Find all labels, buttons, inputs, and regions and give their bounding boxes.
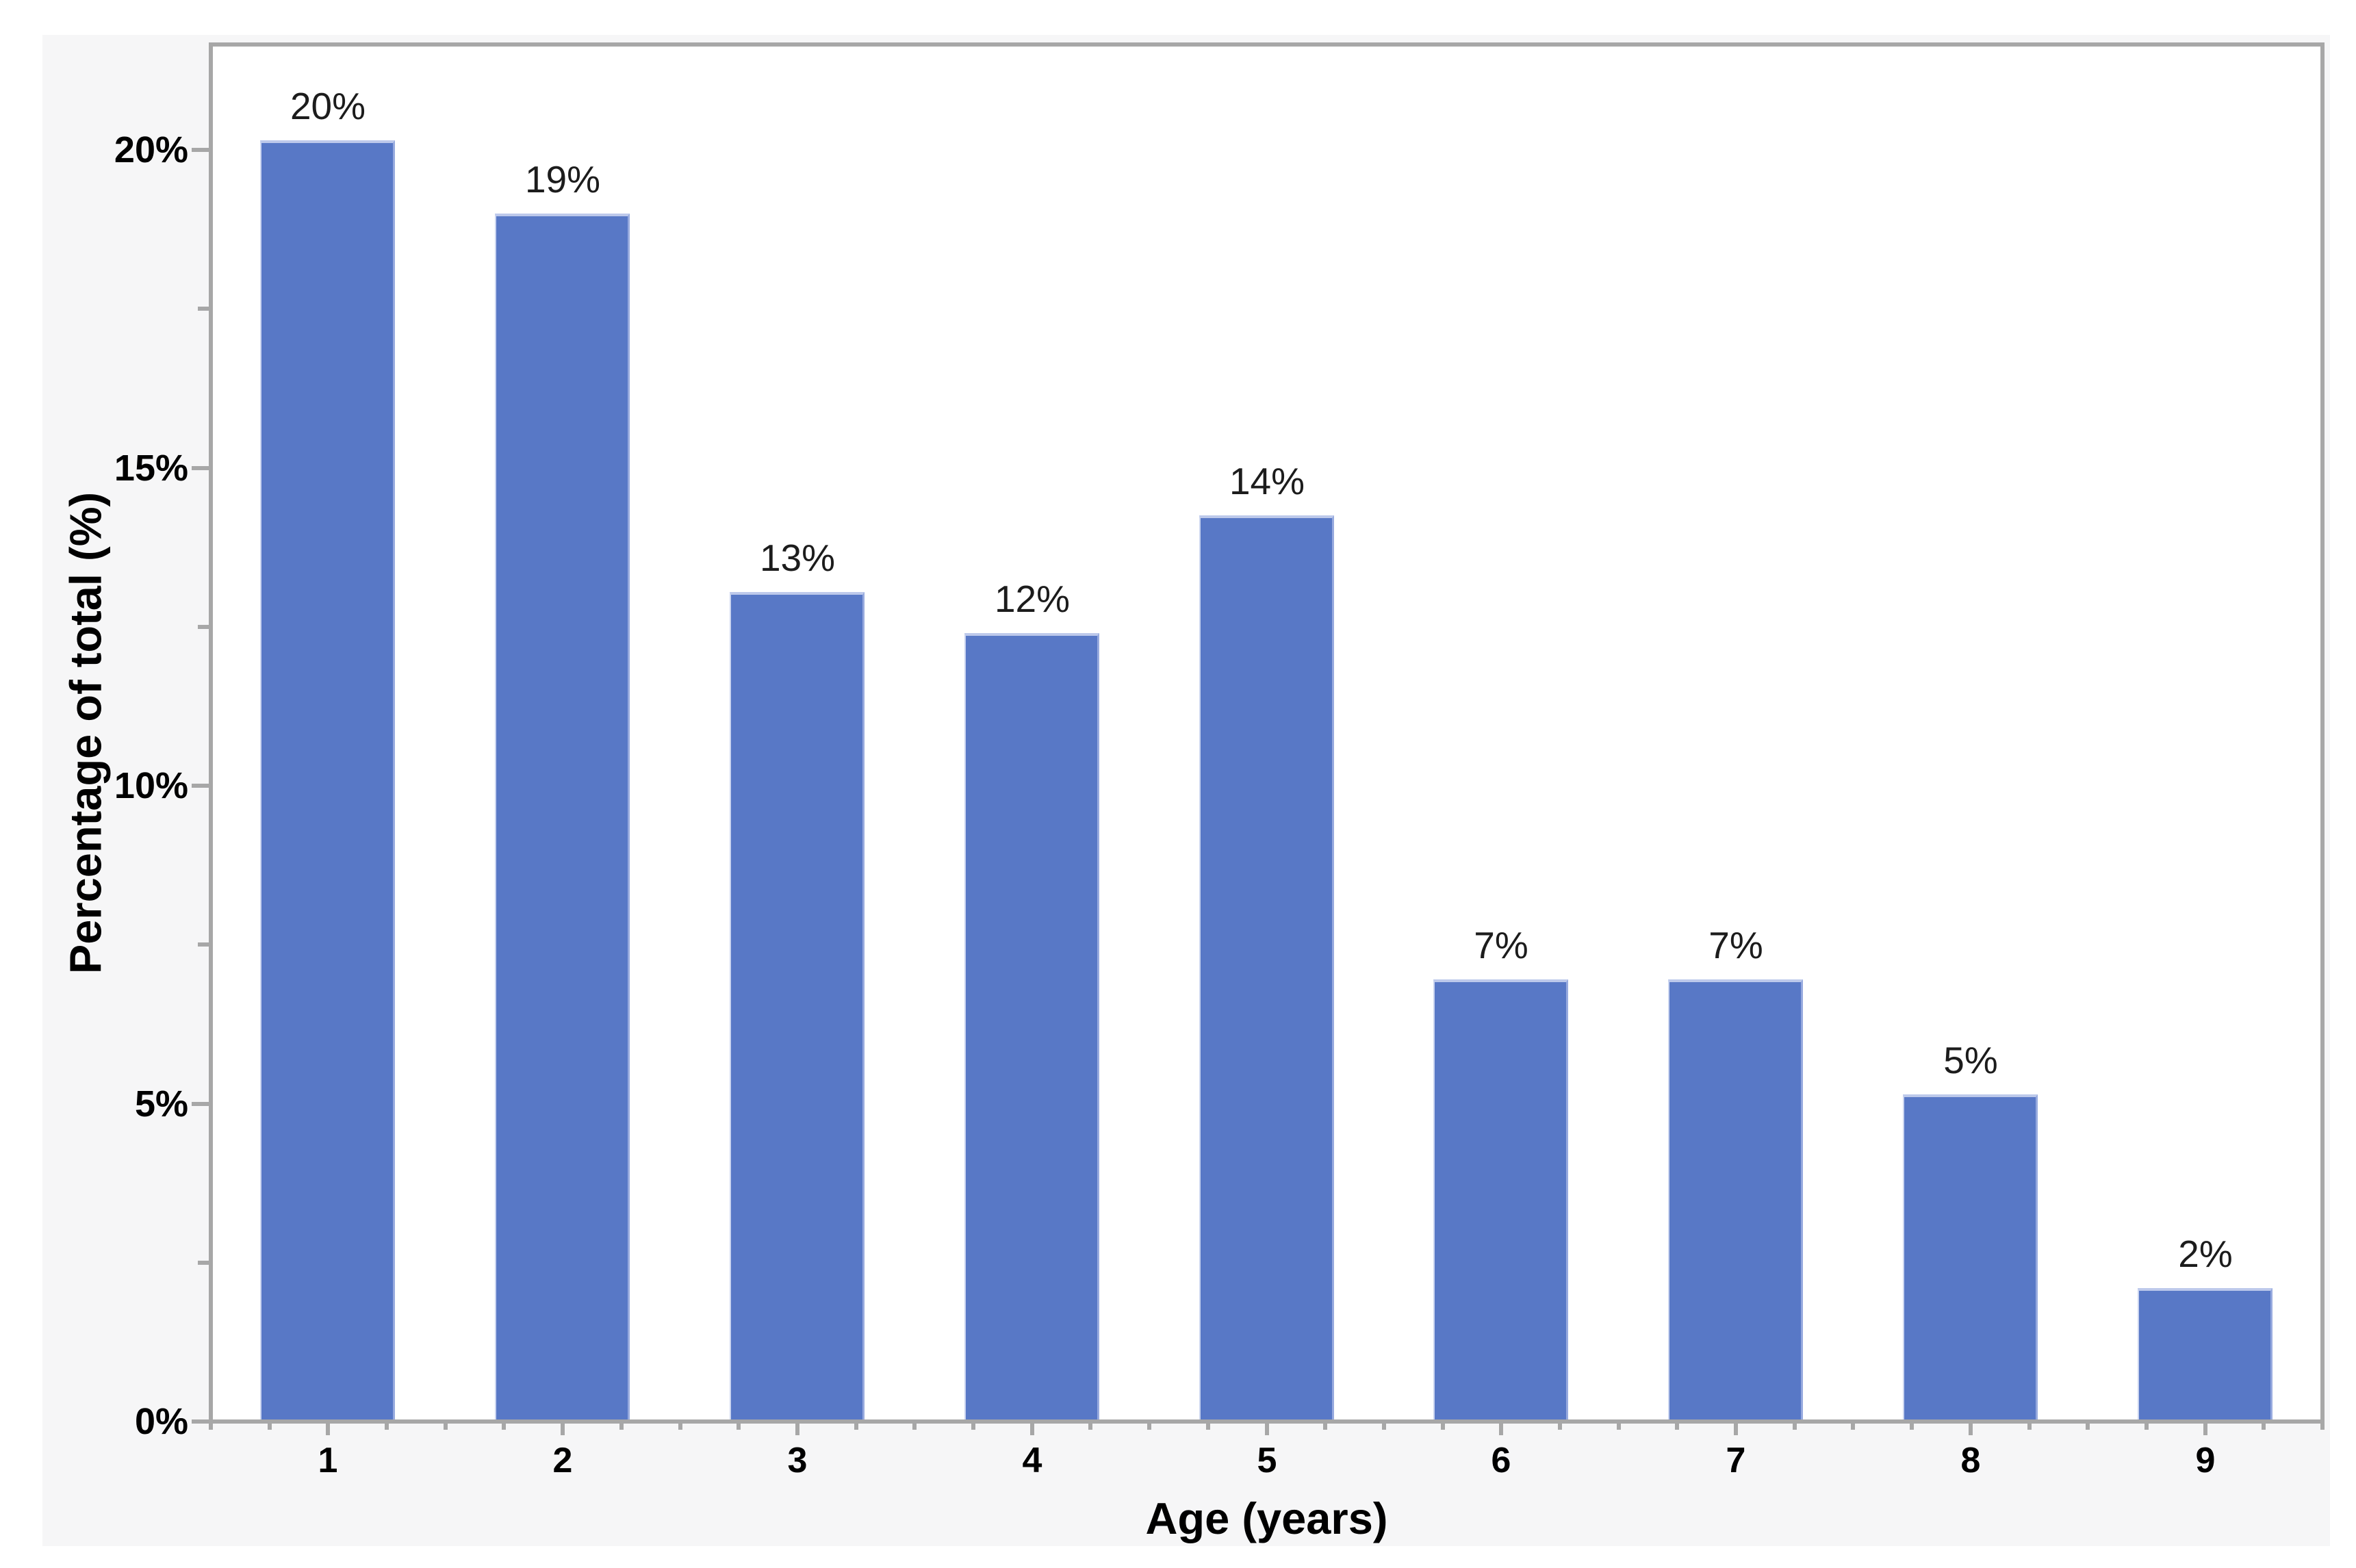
- x-axis-minor-tick: [1147, 1424, 1151, 1430]
- x-axis-minor-tick: [1851, 1424, 1855, 1430]
- x-axis-minor-tick: [2320, 1424, 2325, 1430]
- x-axis-major-tick: [1499, 1424, 1503, 1435]
- y-axis-tick-label: 15%: [114, 448, 188, 489]
- x-axis-minor-tick: [737, 1424, 741, 1430]
- x-axis-minor-tick: [268, 1424, 272, 1430]
- bar-age-9[interactable]: [2138, 1288, 2272, 1419]
- x-axis-title: Age (years): [1145, 1493, 1388, 1543]
- x-axis-minor-tick: [678, 1424, 682, 1430]
- bar-value-label: 12%: [994, 578, 1071, 620]
- x-axis-major-tick: [1030, 1424, 1034, 1435]
- bar-age-7[interactable]: [1668, 979, 1803, 1419]
- y-axis-tick-label: 5%: [134, 1083, 188, 1124]
- y-axis-tick-label: 20%: [114, 129, 188, 170]
- x-axis-minor-tick: [619, 1424, 624, 1430]
- x-axis-major-tick: [795, 1424, 799, 1435]
- y-axis-major-tick: [192, 1419, 209, 1424]
- x-axis-tick-label: 5: [1257, 1441, 1277, 1480]
- x-axis-major-tick: [2203, 1424, 2207, 1435]
- x-axis-minor-tick: [2027, 1424, 2032, 1430]
- bar-age-6[interactable]: [1433, 979, 1568, 1419]
- y-axis-minor-tick: [198, 625, 209, 629]
- y-axis-title: Percentage of total (%): [60, 491, 111, 975]
- bar-value-label: 7%: [1708, 924, 1763, 966]
- bar-age-5[interactable]: [1199, 515, 1334, 1419]
- x-axis-major-tick: [1265, 1424, 1269, 1435]
- x-axis-major-tick: [1969, 1424, 1973, 1435]
- x-axis-minor-tick: [502, 1424, 506, 1430]
- x-axis-tick-label: 8: [1960, 1441, 1981, 1480]
- bar-value-label: 7%: [1474, 924, 1528, 966]
- x-axis-minor-tick: [1617, 1424, 1621, 1430]
- y-axis-major-tick: [192, 466, 209, 470]
- x-axis-minor-tick: [1910, 1424, 1914, 1430]
- x-axis-minor-tick: [2262, 1424, 2266, 1430]
- x-axis-minor-tick: [444, 1424, 448, 1430]
- x-axis-tick-label: 1: [318, 1441, 338, 1480]
- y-axis-major-tick: [192, 784, 209, 788]
- x-axis-minor-tick: [1382, 1424, 1386, 1430]
- bar-value-label: 13%: [759, 537, 836, 579]
- bar-age-3[interactable]: [730, 592, 865, 1419]
- x-axis-minor-tick: [1206, 1424, 1210, 1430]
- bar-value-label: 19%: [524, 158, 601, 201]
- y-axis-minor-tick: [198, 942, 209, 947]
- x-axis-tick-label: 2: [552, 1441, 573, 1480]
- bar-value-label: 14%: [1229, 460, 1305, 502]
- x-axis-tick-label: 4: [1022, 1441, 1042, 1480]
- x-axis-minor-tick: [1558, 1424, 1562, 1430]
- x-axis-tick-label: 6: [1491, 1441, 1511, 1480]
- x-axis-minor-tick: [1088, 1424, 1092, 1430]
- bar-value-label: 2%: [2178, 1233, 2233, 1275]
- x-axis-minor-tick: [1675, 1424, 1679, 1430]
- x-axis-tick-label: 7: [1726, 1441, 1746, 1480]
- x-axis-minor-tick: [2144, 1424, 2149, 1430]
- bar-age-2[interactable]: [495, 214, 630, 1419]
- bar-value-label: 20%: [290, 85, 366, 127]
- x-axis-major-tick: [1734, 1424, 1738, 1435]
- x-axis-tick-label: 9: [2195, 1441, 2216, 1480]
- x-axis-minor-tick: [1323, 1424, 1327, 1430]
- x-axis-major-tick: [326, 1424, 330, 1435]
- y-axis-minor-tick: [198, 1261, 209, 1265]
- bar-value-label: 5%: [1943, 1039, 1998, 1081]
- x-axis-minor-tick: [2086, 1424, 2090, 1430]
- y-axis-major-tick: [192, 1102, 209, 1106]
- x-axis-minor-tick: [854, 1424, 858, 1430]
- bar-age-1[interactable]: [260, 140, 395, 1419]
- x-axis-major-tick: [561, 1424, 565, 1435]
- y-axis-tick-label: 10%: [114, 765, 188, 806]
- x-axis-minor-tick: [209, 1424, 213, 1430]
- y-axis-tick-label: 0%: [134, 1401, 188, 1442]
- x-axis-minor-tick: [1793, 1424, 1797, 1430]
- bar-age-8[interactable]: [1903, 1094, 2038, 1419]
- x-axis-minor-tick: [1441, 1424, 1445, 1430]
- x-axis-minor-tick: [971, 1424, 975, 1430]
- x-axis-tick-label: 3: [787, 1441, 808, 1480]
- x-axis-minor-tick: [912, 1424, 917, 1430]
- x-axis-minor-tick: [385, 1424, 389, 1430]
- bar-age-4[interactable]: [964, 633, 1099, 1419]
- y-axis-major-tick: [192, 148, 209, 152]
- y-axis-minor-tick: [198, 307, 209, 311]
